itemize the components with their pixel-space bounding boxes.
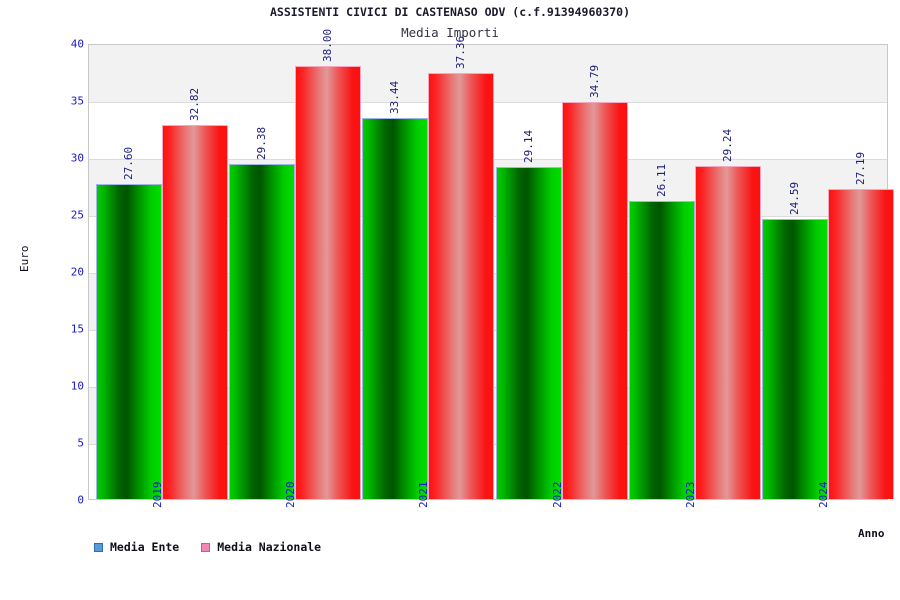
- x-tick-label-2022: 2022: [550, 481, 564, 509]
- y-tick-label: 20: [70, 265, 84, 279]
- legend-item-media-nazionale[interactable]: Media Nazionale: [201, 540, 321, 554]
- bar-2023-media-nazionale[interactable]: [695, 165, 761, 499]
- bar-2020-media-nazionale[interactable]: [295, 65, 361, 499]
- legend-label: Media Nazionale: [217, 540, 322, 554]
- y-tick-label: 40: [70, 37, 84, 51]
- bar-value-label: 24.59: [788, 181, 802, 215]
- bar-2021-media-nazionale[interactable]: [428, 73, 495, 499]
- bar-2021-media-ente[interactable]: [362, 117, 429, 499]
- bar-value-label: 27.60: [121, 147, 135, 181]
- chart-title: ASSISTENTI CIVICI DI CASTENASO ODV (c.f.…: [269, 5, 631, 19]
- bar-value-label: 32.82: [187, 87, 201, 121]
- x-tick-label-2020: 2020: [284, 481, 297, 509]
- bar-2019-media-nazionale[interactable]: [161, 124, 228, 499]
- chart-subtitle: Media Importi: [401, 25, 499, 40]
- bar-2023-media-ente[interactable]: [629, 201, 695, 499]
- bar-value-label: 27.19: [854, 151, 868, 186]
- y-tick-label: 35: [70, 94, 84, 108]
- bar-2020-media-ente[interactable]: [229, 164, 295, 499]
- bar-value-label: 29.38: [255, 126, 268, 161]
- bar-2022-media-ente[interactable]: [495, 166, 562, 499]
- legend-item-media-ente[interactable]: Media Ente: [94, 540, 179, 554]
- y-tick-label: 30: [70, 151, 84, 165]
- chart-legend: Media Ente Media Nazionale: [94, 540, 321, 554]
- bar-value-label: 26.11: [655, 164, 668, 198]
- y-tick-label: 10: [70, 379, 84, 393]
- bar-2024-media-nazionale[interactable]: [828, 189, 895, 499]
- x-tick-label-2021: 2021: [417, 481, 431, 509]
- plot-area: 27.60 32.82 29.38 38.00 33.44 37.36 29.14 34.79…: [88, 29, 895, 500]
- bar-2024-media-ente[interactable]: [762, 218, 829, 499]
- legend-swatch-icon: [94, 542, 103, 552]
- y-tick-label: 0: [77, 493, 84, 507]
- y-axis-tick-labels: 0 5 10 15 20 25 30 35 40: [0, 38, 84, 507]
- x-tick-label-2024: 2024: [817, 481, 831, 509]
- bar-value-label: 29.24: [721, 128, 734, 162]
- y-tick-label: 25: [70, 208, 84, 222]
- y-tick-label: 15: [70, 322, 84, 336]
- bar-value-label: 37.36: [454, 35, 468, 70]
- bar-value-label: 33.44: [388, 80, 402, 114]
- bar-value-label: 34.79: [587, 65, 601, 99]
- x-tick-label-2023: 2023: [684, 481, 697, 509]
- bar-2019-media-ente[interactable]: [95, 184, 162, 499]
- y-tick-label: 5: [77, 436, 84, 450]
- bar-value-label: 38.00: [321, 28, 334, 62]
- bar-2022-media-nazionale[interactable]: [561, 102, 628, 499]
- x-axis-title: Anno: [858, 527, 885, 540]
- x-tick-label-2019: 2019: [150, 481, 164, 509]
- bar-value-label: 29.14: [521, 129, 535, 163]
- legend-label: Media Ente: [110, 540, 180, 554]
- legend-swatch-icon: [201, 542, 211, 552]
